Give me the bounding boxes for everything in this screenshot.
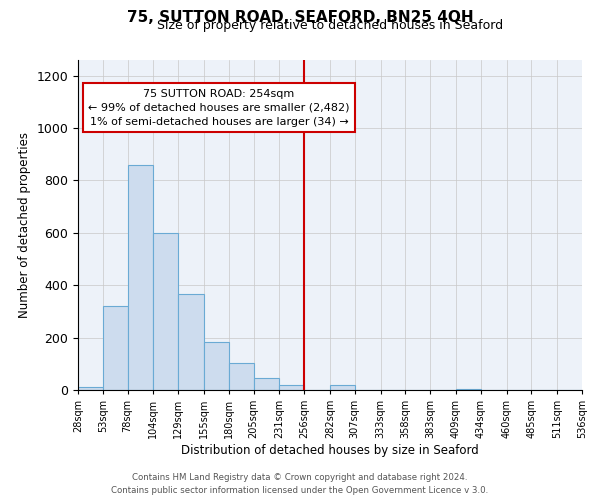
X-axis label: Distribution of detached houses by size in Seaford: Distribution of detached houses by size …	[181, 444, 479, 457]
Bar	[254, 378, 280, 390]
Title: Size of property relative to detached houses in Seaford: Size of property relative to detached ho…	[157, 20, 503, 32]
Bar	[456, 388, 481, 390]
Bar	[178, 294, 204, 390]
Bar	[330, 386, 355, 390]
Text: 75 SUTTON ROAD: 254sqm
← 99% of detached houses are smaller (2,482)
1% of semi-d: 75 SUTTON ROAD: 254sqm ← 99% of detached…	[88, 89, 350, 127]
Bar	[128, 165, 154, 390]
Y-axis label: Number of detached properties: Number of detached properties	[18, 132, 31, 318]
Bar	[103, 306, 128, 390]
Text: 75, SUTTON ROAD, SEAFORD, BN25 4QH: 75, SUTTON ROAD, SEAFORD, BN25 4QH	[127, 10, 473, 25]
Bar	[78, 388, 103, 390]
Text: Contains HM Land Registry data © Crown copyright and database right 2024.
Contai: Contains HM Land Registry data © Crown c…	[112, 473, 488, 495]
Bar	[204, 342, 229, 390]
Bar	[229, 362, 254, 390]
Bar	[280, 385, 304, 390]
Bar	[154, 233, 178, 390]
